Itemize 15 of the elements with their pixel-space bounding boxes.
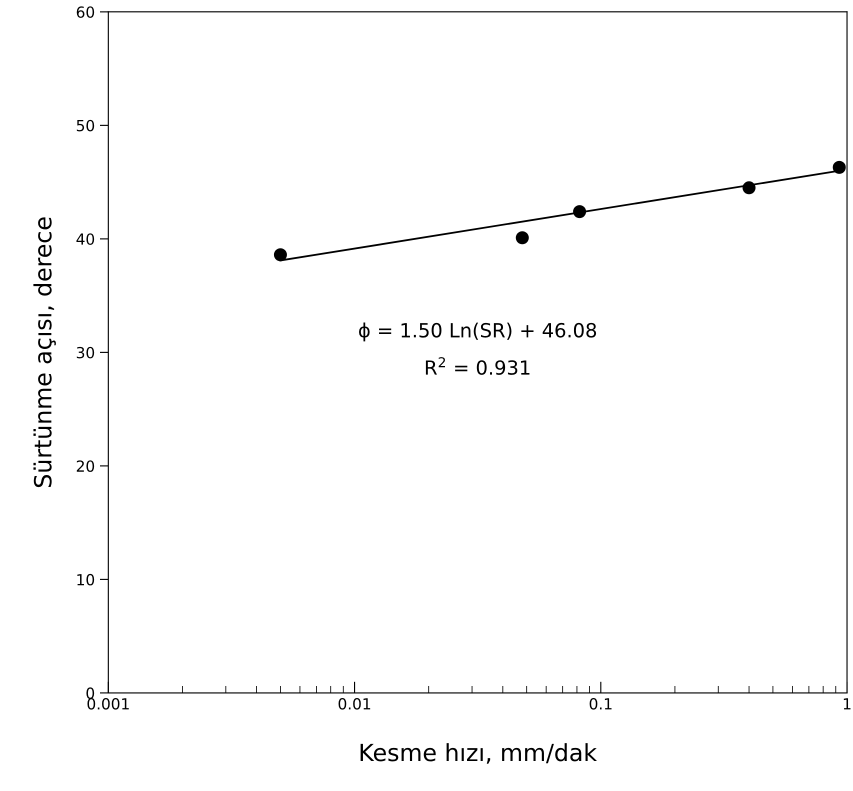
y-tick-label: 40: [76, 233, 94, 245]
y-tick-label: 50: [76, 120, 94, 132]
y-tick-label: 60: [76, 6, 94, 18]
y-tick-label: 10: [77, 574, 94, 586]
y-tick-label: 0: [86, 687, 94, 699]
y-axis-title: Sürtünme açısı, derece: [33, 217, 56, 488]
x-tick-label: 1: [844, 698, 850, 710]
y-tick-label: 30: [76, 346, 94, 358]
annotation: ϕ = 1.50 Ln(SR) + 46.08: [359, 322, 596, 342]
x-tick-label: 0.001: [87, 698, 129, 710]
y-tick-label: 20: [76, 460, 94, 472]
x-tick-label: 0.1: [590, 698, 612, 710]
x-axis-title: Kesme hızı, mm/dak: [360, 743, 597, 764]
x-tick-label: 0.01: [338, 698, 370, 710]
annotation: R$^{2}$ = 0.931: [426, 357, 530, 375]
